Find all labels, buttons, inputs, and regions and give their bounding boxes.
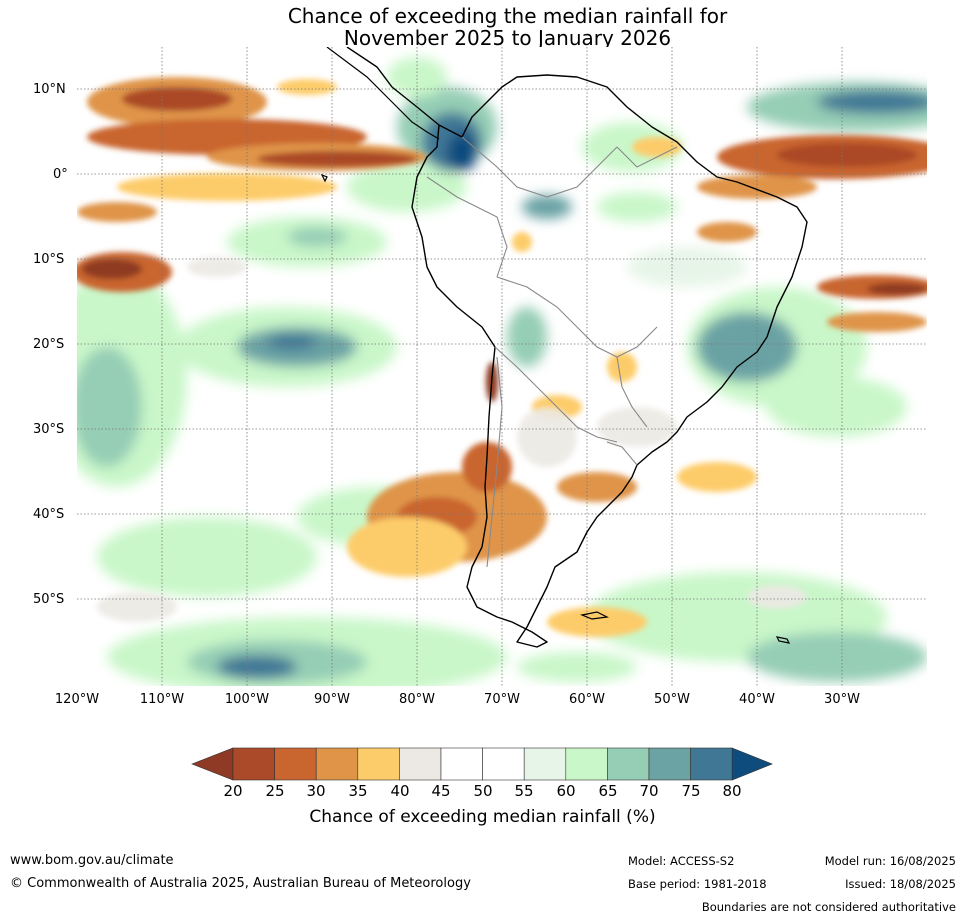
colorbar [191, 747, 775, 787]
colorbar-tick-70: 70 [639, 782, 659, 800]
lon-label-110w: 110°W [139, 692, 185, 707]
lat-label-20s: 20°S [33, 337, 65, 352]
colorbar-tick-35: 35 [348, 782, 368, 800]
colorbar-extend-high [731, 747, 774, 781]
colorbar-tick-45: 45 [431, 782, 451, 800]
lon-label-120w: 120°W [54, 692, 100, 707]
website-link[interactable]: www.bom.gov.au/climate [10, 853, 174, 868]
graticule [77, 47, 927, 686]
lat-label-10n: 10°N [33, 82, 66, 97]
colorbar-tick-75: 75 [681, 782, 701, 800]
colorbar-cell-30-35 [315, 747, 359, 781]
lon-label-100w: 100°W [224, 692, 270, 707]
colorbar-cell-35-40 [357, 747, 400, 781]
colorbar-cell-75-80 [690, 747, 733, 781]
colorbar-tick-20: 20 [223, 782, 243, 800]
lat-label-50s: 50°S [33, 592, 65, 607]
central-america-coastline [326, 47, 440, 140]
colorbar-tick-30: 30 [306, 782, 326, 800]
boundaries-note: Boundaries are not considered authoritat… [701, 900, 956, 914]
model-name: Model: ACCESS-S2 [628, 854, 735, 868]
colorbar-tick-55: 55 [514, 782, 534, 800]
colorbar-cell-25-30 [274, 747, 317, 781]
colorbar-cell-45-50 [440, 747, 483, 781]
model-run-date: Model run: 16/08/2025 [824, 854, 956, 868]
neutral-regions [97, 257, 807, 622]
colorbar-tick-65: 65 [598, 782, 618, 800]
south-america-coastline [346, 47, 808, 648]
dry-signal-regions [77, 77, 927, 637]
colorbar-cell-20-25 [232, 747, 275, 781]
colorbar-tick-50: 50 [473, 782, 493, 800]
copyright-text: © Commonwealth of Australia 2025, Austra… [10, 876, 471, 891]
lat-label-30s: 30°S [33, 422, 65, 437]
colorbar-label: Chance of exceeding median rainfall (%) [309, 807, 656, 827]
lon-label-60w: 60°W [569, 692, 605, 707]
lon-label-50w: 50°W [654, 692, 690, 707]
base-period: Base period: 1981-2018 [628, 877, 767, 891]
wet-signal-regions [77, 57, 927, 686]
lat-label-10s: 10°S [33, 252, 65, 267]
lon-label-90w: 90°W [314, 692, 350, 707]
colorbar-cell-65-70 [607, 747, 650, 781]
lon-label-30w: 30°W [824, 692, 860, 707]
colorbar-svg [191, 747, 774, 781]
lat-label-0: 0° [53, 167, 68, 182]
colorbar-cell-55-60 [523, 747, 567, 781]
lon-label-80w: 80°W [399, 692, 435, 707]
country-boundaries [426, 136, 678, 568]
colorbar-cell-60-65 [565, 747, 608, 781]
rainfall-map [77, 47, 927, 686]
colorbar-tick-40: 40 [390, 782, 410, 800]
colorbar-extend-low [191, 747, 234, 781]
colorbar-tick-25: 25 [265, 782, 285, 800]
colorbar-cell-50-55 [482, 747, 525, 781]
issued-date: Issued: 18/08/2025 [845, 877, 956, 891]
colorbar-tick-80: 80 [722, 782, 742, 800]
map-title-line-2: November 2025 to January 2026 [343, 26, 672, 50]
lon-label-70w: 70°W [484, 692, 520, 707]
colorbar-cell-40-45 [399, 747, 442, 781]
lat-label-40s: 40°S [33, 507, 65, 522]
islands [320, 173, 791, 644]
colorbar-cell-70-75 [648, 747, 691, 781]
rainfall-map-canvas [77, 47, 927, 686]
lon-label-40w: 40°W [739, 692, 775, 707]
map-title-line-1: Chance of exceeding the median rainfall … [287, 4, 728, 28]
colorbar-tick-60: 60 [556, 782, 576, 800]
